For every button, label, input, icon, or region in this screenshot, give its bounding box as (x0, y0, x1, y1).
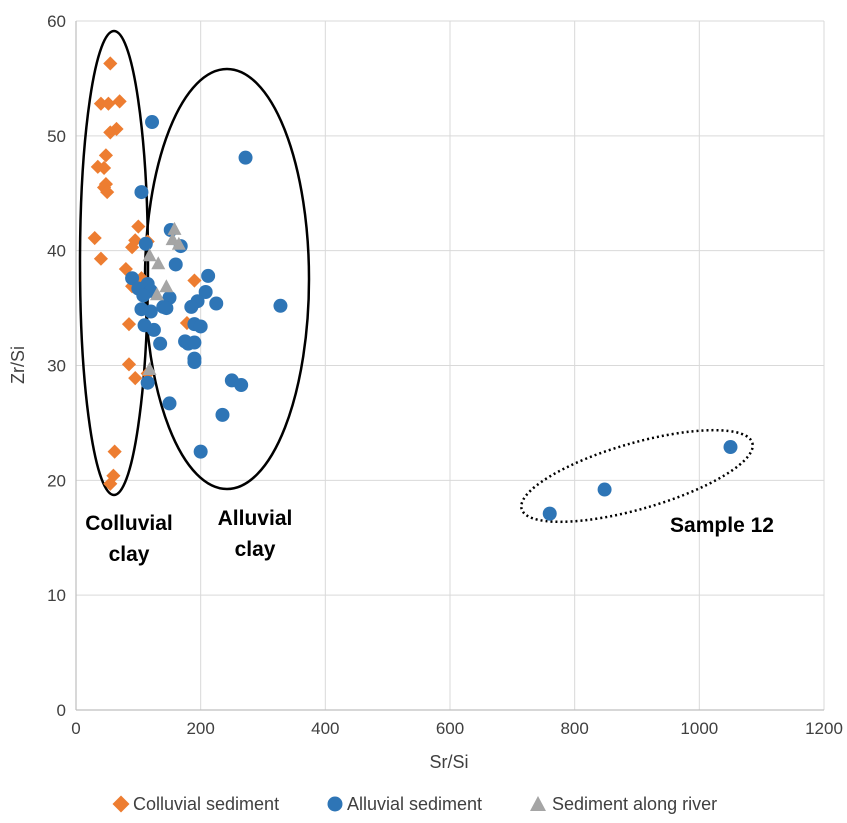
point-alluvial-sediment (198, 285, 213, 300)
y-tick-label: 30 (47, 357, 66, 376)
point-alluvial-sediment (723, 440, 738, 455)
point-alluvial-sediment (597, 482, 612, 497)
point-colluvial-sediment (121, 317, 137, 332)
point-alluvial-sediment (153, 336, 168, 351)
colluvial-clay-ellipse (78, 29, 150, 497)
x-tick-label: 0 (71, 719, 80, 738)
point-colluvial-sediment (93, 251, 109, 266)
legend-label: Sediment along river (552, 794, 717, 814)
x-tick-label: 800 (560, 719, 588, 738)
point-alluvial-sediment (125, 271, 140, 286)
point-alluvial-sediment (134, 185, 149, 200)
point-sediment-along-river (142, 361, 157, 375)
point-sediment-along-river (151, 256, 166, 270)
annotation-colluvial-clay: Colluvial (85, 512, 173, 535)
point-colluvial-sediment (103, 56, 118, 71)
y-tick-label: 60 (47, 12, 66, 31)
y-tick-label: 10 (47, 586, 66, 605)
y-tick-label: 0 (57, 701, 66, 720)
legend-marker-triangle (530, 796, 546, 811)
alluvial-clay-ellipse (143, 67, 311, 491)
point-alluvial-sediment (193, 444, 208, 459)
x-tick-label: 400 (311, 719, 339, 738)
point-alluvial-sediment (209, 296, 224, 311)
point-alluvial-sediment (215, 407, 230, 422)
point-alluvial-sediment (162, 396, 177, 411)
sample-12-ellipse (520, 428, 754, 524)
legend-marker-circle (327, 796, 343, 812)
legend-item-river: Sediment along river (530, 794, 717, 814)
point-alluvial-sediment (201, 268, 216, 283)
x-tick-label: 200 (186, 719, 214, 738)
point-colluvial-sediment (131, 219, 146, 234)
point-colluvial-sediment (121, 357, 137, 372)
point-alluvial-sediment (168, 257, 183, 272)
point-alluvial-sediment (143, 304, 158, 319)
point-colluvial-sediment (112, 94, 127, 109)
point-alluvial-sediment (138, 236, 153, 251)
x-tick-label: 1200 (805, 719, 843, 738)
point-colluvial-sediment (103, 476, 118, 491)
point-alluvial-sediment (145, 115, 160, 130)
point-alluvial-sediment (140, 375, 155, 390)
annotation-sample-12: Sample 12 (670, 514, 774, 537)
point-sediment-along-river (159, 279, 174, 293)
point-alluvial-sediment (187, 355, 202, 370)
point-alluvial-sediment (238, 150, 253, 165)
data-points (87, 56, 738, 521)
point-colluvial-sediment (101, 96, 116, 111)
point-alluvial-sediment (146, 322, 161, 337)
point-colluvial-sediment (107, 444, 122, 459)
point-alluvial-sediment (187, 335, 202, 350)
legend-marker-diamond (112, 795, 130, 813)
point-alluvial-sediment (193, 319, 208, 334)
point-sediment-along-river (171, 236, 186, 250)
legend-label: Colluvial sediment (133, 794, 279, 814)
point-alluvial-sediment (184, 299, 199, 314)
x-axis-title: Sr/Si (429, 752, 468, 772)
point-alluvial-sediment (273, 298, 288, 313)
legend: Colluvial sediment Alluvial sediment Sed… (112, 794, 717, 814)
point-alluvial-sediment (159, 301, 174, 316)
legend-label: Alluvial sediment (347, 794, 482, 814)
y-tick-label: 50 (47, 127, 66, 146)
point-colluvial-sediment (128, 371, 143, 386)
axes: 0 200 400 600 800 1000 1200 0 10 20 30 40 50 60 (47, 12, 843, 738)
point-alluvial-sediment (542, 506, 557, 521)
point-sediment-along-river (167, 221, 182, 235)
annotation-alluvial-clay: Alluvial (218, 507, 293, 530)
y-tick-label: 20 (47, 471, 66, 490)
point-colluvial-sediment (87, 230, 102, 246)
point-alluvial-sediment (136, 288, 151, 303)
point-alluvial-sediment (234, 378, 249, 393)
y-tick-label: 40 (47, 242, 66, 261)
annotation-alluvial-clay: clay (235, 538, 276, 561)
legend-item-alluvial: Alluvial sediment (327, 794, 482, 814)
annotation-colluvial-clay: clay (109, 543, 150, 566)
point-colluvial-sediment (98, 148, 113, 163)
cluster-ellipses (78, 29, 754, 524)
gridlines (76, 20, 825, 710)
point-colluvial-sediment (187, 273, 202, 288)
point-sediment-along-river (150, 287, 165, 301)
x-tick-label: 600 (436, 719, 464, 738)
point-sediment-along-river (142, 248, 157, 262)
point-colluvial-sediment (125, 240, 140, 255)
legend-item-colluvial: Colluvial sediment (112, 794, 279, 814)
y-axis-title: Zr/Si (8, 346, 28, 384)
x-tick-label: 1000 (680, 719, 718, 738)
